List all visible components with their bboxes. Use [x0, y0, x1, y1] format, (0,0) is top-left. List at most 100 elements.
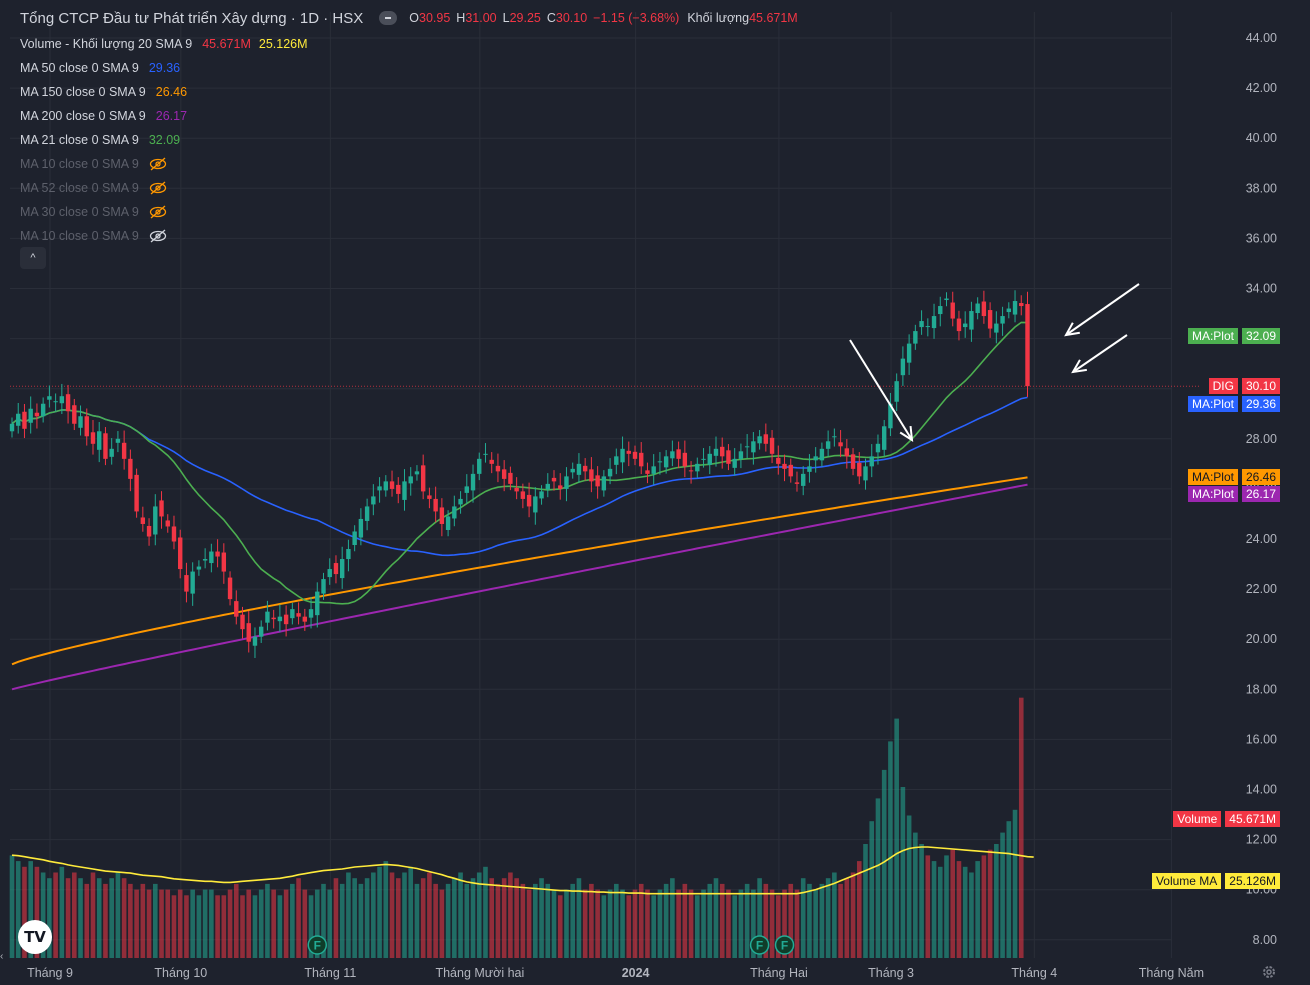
gear-icon[interactable] — [1261, 964, 1277, 980]
volume-ma-line — [11, 846, 1034, 895]
candle-body — [589, 469, 594, 482]
candle — [1000, 306, 1005, 336]
candle — [196, 560, 202, 576]
y-axis-label: 34.00 — [1246, 282, 1277, 296]
volume-value: 45.671M — [749, 11, 798, 25]
candle-body — [533, 496, 538, 513]
volume-bar — [159, 889, 164, 958]
candle-body — [906, 343, 912, 363]
candle-body — [72, 405, 77, 424]
volume-bar — [1018, 697, 1024, 958]
volume-bar — [96, 878, 102, 958]
candle-body — [283, 614, 289, 625]
candle — [265, 600, 270, 631]
candle-body — [956, 318, 962, 332]
candle-body — [339, 559, 345, 579]
y-axis-label: 28.00 — [1246, 432, 1277, 446]
candle-body — [240, 614, 245, 630]
candle — [794, 471, 800, 492]
earnings-marker-icon[interactable]: F — [749, 935, 770, 955]
candle-body — [626, 450, 631, 454]
candle — [1012, 290, 1018, 323]
legend-row-1[interactable]: MA 50 close 0 SMA 9 29.36 — [20, 56, 308, 80]
volume-bar — [377, 866, 382, 958]
candle-body — [277, 616, 283, 622]
candle-body — [414, 471, 420, 475]
volume-bar — [452, 878, 457, 958]
candle-body — [620, 448, 625, 463]
price-tag-value: 32.09 — [1241, 328, 1280, 344]
candle — [601, 470, 607, 497]
candle-body — [97, 431, 102, 450]
price-tag-value: 29.36 — [1241, 396, 1280, 412]
candle — [339, 546, 345, 589]
collapse-symbol-icon[interactable] — [379, 11, 398, 25]
ma150-line — [11, 476, 1028, 666]
volume-bar — [670, 878, 675, 958]
candle-body — [296, 613, 301, 617]
collapse-legend-button[interactable]: ^ — [20, 247, 46, 269]
legend-row-4[interactable]: MA 21 close 0 SMA 9 32.09 — [20, 128, 308, 152]
candle — [682, 440, 688, 478]
legend-row-2[interactable]: MA 150 close 0 SMA 9 26.46 — [20, 80, 308, 104]
volume-bar — [202, 889, 208, 958]
eye-hidden-icon[interactable] — [149, 157, 167, 171]
volume-bar — [869, 821, 875, 958]
candle-body — [695, 463, 700, 472]
candle-body — [676, 449, 681, 459]
candle-body — [508, 472, 513, 484]
volume-bar — [84, 883, 90, 958]
legend-row-3[interactable]: MA 200 close 0 SMA 9 26.17 — [20, 104, 308, 128]
volume-bar — [464, 883, 470, 958]
candle-body — [782, 463, 787, 469]
candle-body — [371, 496, 376, 505]
candle-body — [209, 551, 214, 564]
candle — [227, 571, 233, 606]
candle-body — [103, 433, 108, 459]
candle-body — [582, 465, 588, 472]
candle-body — [962, 323, 968, 328]
candle-body — [221, 552, 227, 572]
x-axis-label: Tháng Mười hai — [435, 966, 524, 980]
candle — [97, 422, 102, 463]
candle — [688, 461, 694, 484]
candle-body — [682, 452, 688, 467]
candle-body — [651, 466, 656, 474]
candle — [16, 402, 21, 434]
eye-hidden-icon[interactable] — [149, 205, 167, 219]
volume-bar — [458, 872, 463, 958]
annotation-arrow — [849, 339, 914, 442]
candle-body — [944, 298, 949, 301]
candle-body — [981, 301, 987, 317]
legend-row-7[interactable]: MA 30 close 0 SMA 9 — [20, 200, 308, 224]
volume-bar — [900, 787, 906, 958]
candle-body — [402, 481, 407, 500]
eye-hidden-icon[interactable] — [149, 229, 167, 243]
chevron-left-icon[interactable]: ‹ — [0, 951, 4, 962]
candle — [159, 491, 164, 529]
candle-body — [632, 451, 638, 459]
legend-row-8[interactable]: MA 10 close 0 SMA 9 — [20, 224, 308, 248]
earnings-marker-icon[interactable]: F — [307, 935, 328, 955]
eye-hidden-icon[interactable] — [149, 181, 167, 195]
symbol-title[interactable]: Tổng CTCP Đầu tư Phát triển Xây dựng · 1… — [20, 9, 364, 27]
candle-body — [738, 451, 744, 459]
candle — [477, 452, 482, 481]
volume-bar — [420, 878, 426, 958]
candle — [819, 442, 825, 467]
earnings-marker-icon[interactable]: F — [774, 935, 795, 955]
legend-row-5[interactable]: MA 10 close 0 SMA 9 — [20, 152, 308, 176]
candle-body — [9, 423, 15, 432]
earnings-marker-label: F — [314, 939, 321, 953]
volume-bar — [589, 883, 594, 958]
legend-row-0[interactable]: Volume - Khối lượng 20 SMA 9 45.671M 25.12… — [20, 32, 308, 56]
price-tag-label: DIG — [1208, 378, 1238, 394]
candle-body — [47, 396, 52, 400]
legend-value: 29.36 — [148, 61, 181, 75]
tradingview-logo[interactable]: TV — [18, 920, 52, 954]
candle-body — [1000, 316, 1005, 324]
candle — [857, 452, 862, 485]
legend-row-6[interactable]: MA 52 close 0 SMA 9 — [20, 176, 308, 200]
